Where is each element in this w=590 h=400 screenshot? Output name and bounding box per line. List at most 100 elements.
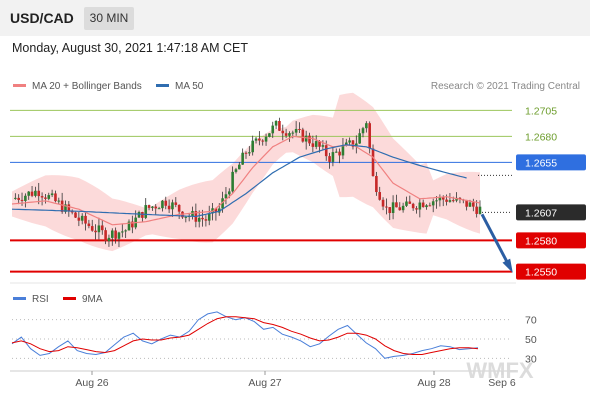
candle-body: [472, 202, 475, 207]
candle-body: [328, 156, 331, 162]
forecast-arrow-head: [502, 258, 513, 273]
rsi-ma-legend-label: 9MA: [82, 294, 103, 305]
candle-body: [365, 123, 368, 129]
rsi-legend-label: RSI: [32, 294, 49, 305]
rsi-tick-label: 30: [525, 353, 537, 365]
candle-body: [214, 208, 218, 213]
candle-body: [281, 130, 285, 134]
candle-body: [478, 206, 482, 214]
candle-body: [321, 145, 325, 147]
candle-body: [40, 196, 44, 198]
candle-body: [455, 197, 458, 201]
candle-body: [157, 208, 161, 210]
candle-body: [67, 204, 71, 211]
x-tick-label: Aug 26: [75, 377, 108, 389]
candle-body: [207, 213, 211, 221]
candle-body: [465, 199, 468, 207]
rsi-ma-line: [11, 316, 479, 355]
candle-body: [124, 230, 127, 232]
candle-body: [74, 212, 77, 218]
candle-body: [308, 135, 311, 144]
candle-body: [164, 200, 168, 206]
candle-body: [341, 145, 345, 156]
candle-body: [411, 203, 415, 209]
watermark-logo: WMFX: [466, 358, 534, 383]
candle-body: [97, 225, 101, 233]
x-tick-label: Aug 28: [417, 377, 450, 389]
ma50-line: [11, 144, 467, 218]
candle-body: [475, 206, 478, 214]
candle-body: [241, 152, 244, 165]
candle-body: [217, 208, 221, 213]
candle-body: [197, 217, 201, 222]
level-tag: [516, 154, 586, 171]
candle-body: [151, 206, 154, 208]
candle-body: [171, 202, 174, 210]
candle-body: [311, 143, 315, 147]
candle-body: [334, 151, 338, 153]
level-label: 1.2655: [525, 157, 557, 169]
candle-body: [385, 206, 388, 208]
candle-body: [398, 207, 402, 211]
candle-body: [268, 133, 271, 137]
candle-body: [80, 215, 84, 221]
candle-body: [144, 205, 148, 218]
candle-body: [331, 152, 335, 162]
rsi-legend-swatch: [13, 297, 26, 300]
candle-body: [421, 202, 425, 208]
candle-body: [234, 169, 238, 172]
candle-body: [351, 140, 355, 147]
candle-body: [395, 202, 398, 208]
candle-body: [174, 202, 178, 205]
candle-body: [298, 128, 301, 130]
candle-body: [451, 200, 455, 202]
candle-body: [104, 230, 107, 242]
candle-body: [167, 205, 171, 210]
x-tick-label: Aug 27: [248, 377, 281, 389]
candle-body: [288, 133, 291, 136]
candle-body: [431, 201, 435, 206]
level-tag: [516, 263, 586, 280]
x-tick-label: Sep 6: [488, 377, 516, 389]
candle-body: [64, 204, 67, 212]
candle-body: [137, 212, 141, 218]
candle-body: [425, 205, 428, 208]
candle-body: [301, 129, 305, 142]
bollinger-band-area: [12, 92, 480, 252]
candle-body: [428, 205, 432, 207]
rsi-line: [11, 311, 479, 359]
candle-body: [201, 217, 204, 220]
candle-body: [381, 199, 385, 207]
ma50-legend-swatch: [156, 84, 169, 87]
timeframe-button[interactable]: 30 MIN: [84, 7, 134, 30]
level-tag: [516, 232, 586, 249]
candle-body: [251, 140, 254, 153]
candle-body: [401, 205, 405, 211]
candle-body: [415, 208, 418, 210]
candle-body: [20, 199, 24, 201]
symbol-title: USD/CAD: [10, 10, 74, 26]
candle-body: [37, 190, 41, 197]
candle-body: [17, 197, 20, 200]
candle-body: [278, 121, 281, 131]
ma50-legend-label: MA 50: [175, 81, 204, 92]
candle-body: [57, 200, 61, 202]
last-price-tag: [516, 204, 586, 221]
candle-body: [177, 204, 181, 212]
level-label: 1.2580: [525, 235, 557, 247]
candle-body: [391, 202, 395, 214]
candle-body: [221, 198, 224, 209]
candle-body: [154, 206, 158, 209]
level-label: 1.2550: [525, 267, 557, 279]
candle-body: [304, 135, 308, 142]
candle-body: [224, 194, 228, 199]
candle-body: [348, 140, 351, 143]
ma20-legend-label: MA 20 + Bollinger Bands: [32, 81, 142, 92]
candle-body: [448, 200, 452, 202]
candle-body: [27, 191, 31, 196]
candle-body: [261, 140, 265, 142]
ma20-line: [11, 135, 481, 226]
candle-body: [291, 132, 295, 134]
candle-body: [100, 225, 104, 231]
